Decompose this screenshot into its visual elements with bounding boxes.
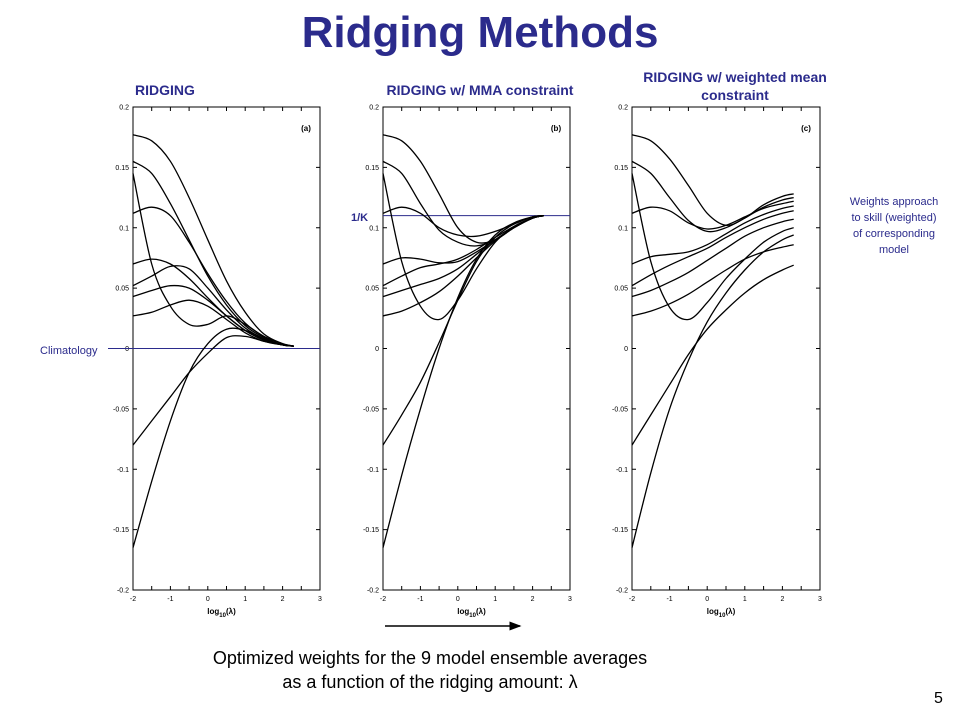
panel-b-xtick-label: 3 bbox=[568, 596, 572, 603]
panel-a-ytick-label: -0.05 bbox=[113, 406, 129, 413]
panel-b-ytick-label: -0.2 bbox=[367, 588, 379, 595]
panel-a-series-line-10 bbox=[132, 327, 294, 548]
panel-a-xtick-label: -2 bbox=[130, 596, 136, 603]
climatology-label: Climatology bbox=[40, 345, 98, 357]
panel-a-ytick-label: 0 bbox=[125, 346, 129, 353]
panel-b-series-line-9 bbox=[382, 215, 544, 446]
skill-note-line-3: of corresponding bbox=[853, 228, 935, 240]
panel-c-series-line-5 bbox=[631, 210, 794, 287]
panel-a-series-line-3 bbox=[132, 206, 294, 347]
panel-b-xtick-label: 2 bbox=[531, 596, 535, 603]
panel-c-ytick-label: 0 bbox=[624, 346, 628, 353]
panel-a-ytick-label: 0.05 bbox=[115, 286, 129, 293]
page-number: 5 bbox=[934, 690, 943, 707]
panel-c-xtick-label: -1 bbox=[666, 596, 672, 603]
skill-note: Weights approach to skill (weighted) of … bbox=[834, 194, 954, 258]
panel-c-series-line-9 bbox=[631, 264, 794, 446]
panel-b-series-line-7 bbox=[382, 215, 544, 317]
panel-c-series-line-1 bbox=[631, 134, 794, 227]
panel-a-ytick-label: -0.15 bbox=[113, 527, 129, 534]
panel-a-xtick-label: 3 bbox=[318, 596, 322, 603]
panel-a-ytick-label: -0.1 bbox=[117, 467, 129, 474]
panel-a-title: RIDGING bbox=[135, 82, 195, 98]
panel-b-xtick-label: -1 bbox=[417, 596, 423, 603]
panel-c-xtick-label: -2 bbox=[629, 596, 635, 603]
panel-c-ytick-label: -0.15 bbox=[612, 527, 628, 534]
panel-a-ytick-label: 0.2 bbox=[119, 105, 129, 112]
skill-note-line-1: Weights approach bbox=[849, 196, 939, 208]
panel-c-ytick-label: -0.1 bbox=[616, 467, 628, 474]
panel-b-xlabel: log10(λ) bbox=[457, 607, 486, 619]
panel-c-ytick-label: 0.15 bbox=[614, 165, 628, 172]
caption-line-1: Optimized weights for the 9 model ensemb… bbox=[212, 648, 648, 668]
panel-a-series-line-8 bbox=[132, 173, 294, 347]
panel-b-ytick-label: 0.15 bbox=[365, 165, 379, 172]
panel-c-ytick-label: -0.05 bbox=[612, 406, 628, 413]
panel-c-series-line-2 bbox=[631, 160, 794, 233]
panel-b-ytick-label: 0 bbox=[375, 346, 379, 353]
panel-a-ytick-label: -0.2 bbox=[117, 588, 129, 595]
panel-b-ytick-label: -0.05 bbox=[363, 406, 379, 413]
panel-b-ytick-label: -0.15 bbox=[363, 527, 379, 534]
panel-b-ytick-label: 0.2 bbox=[369, 105, 379, 112]
panel-c-ytick-label: 0.1 bbox=[618, 225, 628, 232]
panel-b-series-line-10 bbox=[382, 215, 544, 548]
panel-c-series-line-7 bbox=[631, 244, 794, 317]
panel-b-ytick-label: 0.05 bbox=[365, 286, 379, 293]
panel-c-ytick-label: 0.05 bbox=[614, 286, 628, 293]
panel-a-ytick-label: 0.15 bbox=[115, 165, 129, 172]
slide-title: Ridging Methods bbox=[301, 8, 659, 57]
panel-b-title: RIDGING w/ MMA constraint bbox=[386, 82, 574, 98]
panel-a-label: (a) bbox=[301, 124, 311, 133]
panel-c-xlabel: log10(λ) bbox=[707, 607, 736, 619]
panel-b-series-line-5 bbox=[382, 215, 544, 287]
panel-a-series-line-9 bbox=[132, 335, 294, 446]
panel-c-series-line-10 bbox=[631, 234, 794, 548]
panel-b-xtick-label: 0 bbox=[456, 596, 460, 603]
panel-c-series-line-4 bbox=[631, 205, 794, 265]
panel-a-series-line-5 bbox=[132, 265, 294, 347]
panel-b-ytick-label: 0.1 bbox=[369, 225, 379, 232]
panel-c-frame bbox=[631, 106, 821, 591]
panel-c-xtick-label: 2 bbox=[780, 596, 784, 603]
charts-canvas: Climatology 1/K 0.2 0.15 0.1 0.05 0 -0.05 -0.1… bbox=[40, 105, 822, 631]
skill-note-line-4: model bbox=[879, 244, 909, 256]
panel-a-series-line-1 bbox=[132, 134, 294, 347]
panel-a-xtick-label: 0 bbox=[206, 596, 210, 603]
panel-a-xtick-label: 2 bbox=[281, 596, 285, 603]
panel-b-ytick-label: -0.1 bbox=[367, 467, 379, 474]
panel-c-ytick-label: -0.2 bbox=[616, 588, 628, 595]
panel-a-ytick-label: 0.1 bbox=[119, 225, 129, 232]
panel-c-xtick-label: 0 bbox=[705, 596, 709, 603]
panel-c-ytick-label: 0.2 bbox=[618, 105, 628, 112]
panel-c-label: (c) bbox=[801, 124, 811, 133]
caption-line-2: as a function of the ridging amount: λ bbox=[282, 672, 578, 692]
panel-c-title: RIDGING w/ weighted mean constraint bbox=[643, 69, 827, 103]
panel-a-xtick-label: -1 bbox=[167, 596, 173, 603]
panel-b-xtick-label: -2 bbox=[380, 596, 386, 603]
one-over-k-label: 1/K bbox=[351, 212, 368, 224]
caption: Optimized weights for the 9 model ensemb… bbox=[100, 646, 760, 694]
panel-a-xlabel: log10(λ) bbox=[207, 607, 236, 619]
panel-c-xtick-label: 1 bbox=[743, 596, 747, 603]
panel-c-xtick-label: 3 bbox=[818, 596, 822, 603]
panel-b-label: (b) bbox=[551, 124, 562, 133]
panel-a-xtick-label: 1 bbox=[243, 596, 247, 603]
panel-b-frame bbox=[382, 106, 571, 591]
skill-note-line-2: to skill (weighted) bbox=[851, 212, 937, 224]
panel-b-series-line-1 bbox=[382, 134, 544, 244]
panel-b-xtick-label: 1 bbox=[493, 596, 497, 603]
panel-c-series-line-3 bbox=[631, 200, 794, 230]
panel-c-series-line-8 bbox=[631, 173, 794, 321]
panel-b-series-line-8 bbox=[382, 173, 544, 321]
panel-c-series-line-6 bbox=[631, 218, 794, 298]
